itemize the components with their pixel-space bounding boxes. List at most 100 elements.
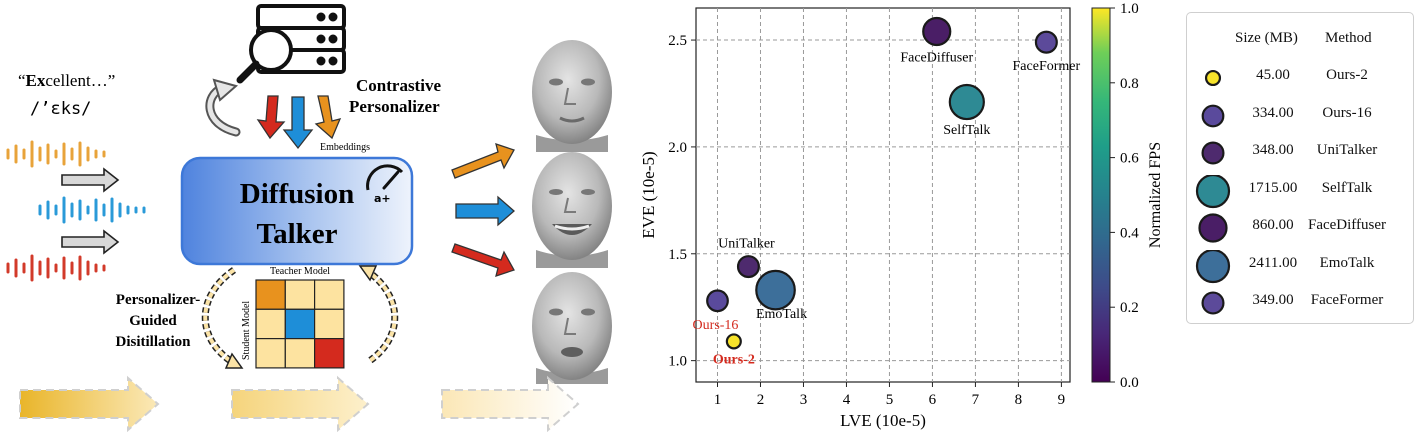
distillation-matrix: [255, 279, 345, 369]
model-title-line2: Talker: [256, 218, 337, 250]
legend-row: 348.00 UniTalker: [1187, 137, 1415, 167]
point-selftalk: [948, 83, 985, 121]
legend-method: Ours-16: [1322, 104, 1372, 121]
arrow-face-blue-icon: [455, 195, 515, 227]
arrow-face-orange-icon: [451, 143, 515, 179]
colorbar-tick-label: 0.4: [1120, 225, 1139, 241]
legend-method: FaceFormer: [1310, 292, 1384, 308]
point-ours-2: [725, 333, 742, 350]
face-neutral: [532, 40, 612, 152]
speed-badge: a+: [374, 192, 391, 205]
embeddings-label: Embeddings: [320, 142, 370, 153]
point-facediffuser: [922, 16, 952, 47]
plot-frame: [695, 7, 1071, 383]
audio-wave-blue: [38, 196, 146, 224]
legend-method: EmoTalk: [1319, 254, 1375, 271]
arrow-down-orange-icon: [314, 95, 342, 140]
legend-method: FaceDiffuser: [1307, 217, 1387, 233]
legend-size: 2411.00: [1248, 254, 1298, 271]
point-label-unitalker: UniTalker: [718, 237, 775, 252]
legend-size: 860.00: [1252, 217, 1294, 233]
x-tick-label: 5: [886, 392, 894, 408]
legend-marker: [1204, 69, 1222, 87]
point-label-ours-2: Ours-2: [713, 352, 755, 367]
point-label-facediffuser: FaceDiffuser: [900, 51, 973, 66]
legend-row: 334.00 Ours-16: [1187, 100, 1415, 130]
diagram: “Excellent…” /’ɛks/: [6, 4, 612, 432]
colorbar-tick-label: 0.8: [1120, 76, 1139, 92]
data-points: Ours-2 Ours-16 UniTalker SelfTalk FaceDiffus…: [693, 16, 1081, 367]
x-tick-label: 4: [843, 392, 851, 408]
flow-arrow-3: [441, 375, 580, 432]
distill-label-line3: Disitillation: [115, 334, 191, 350]
legend-marker-circle: [1201, 291, 1225, 315]
distill-label-line1: Personalizer-: [116, 292, 200, 308]
legend-marker: [1198, 213, 1228, 243]
face-smiling: [532, 152, 612, 268]
legend-marker-circle: [1198, 213, 1228, 243]
x-tick-label: 1: [714, 392, 722, 408]
legend-row: 45.00 Ours-2: [1187, 62, 1415, 92]
arrow-right-icon: [61, 167, 120, 193]
model-title-line1: Diffusion: [240, 178, 354, 210]
point-ours-16: [706, 289, 729, 313]
point-label-selftalk: SelfTalk: [943, 123, 990, 138]
audio-wave-red: [6, 254, 106, 282]
arrow-face-red-icon: [451, 243, 515, 277]
legend-header-method: Method: [1325, 30, 1372, 46]
face-open-mouth: [532, 272, 612, 384]
point-label-emotalk: EmoTalk: [756, 307, 807, 322]
legend-size: 1715.00: [1248, 179, 1298, 196]
colorbar-ticks: 0.0 0.2 0.4 0.6 0.8 1.0: [1110, 1, 1139, 391]
y-tick-label: 2.0: [668, 140, 687, 156]
legend-method: Ours-2: [1326, 67, 1368, 83]
speedometer-icon: a+: [366, 164, 404, 205]
legend-marker: [1201, 104, 1225, 127]
phonetic-text: /’ɛks/: [30, 99, 91, 119]
colorbar-label: Normalized FPS: [1147, 142, 1164, 248]
database-search-icon: [236, 4, 346, 84]
flow-arrow-2: [231, 375, 370, 432]
legend-row: 349.00 FaceFormer: [1187, 287, 1415, 317]
arrow-down-blue-icon: [282, 96, 314, 150]
legend-size: 45.00: [1256, 67, 1290, 83]
flow-arrow-1: [19, 375, 160, 432]
legend-marker-circle: [1201, 141, 1225, 165]
arrow-right-icon: [61, 229, 120, 255]
x-tick-label: 9: [1058, 392, 1066, 408]
legend-marker-circle: [1195, 174, 1231, 208]
teacher-model-label: Teacher Model: [270, 266, 330, 277]
legend-method: SelfTalk: [1321, 179, 1373, 196]
legend-marker-circle: [1204, 69, 1222, 87]
legend-marker: [1201, 141, 1225, 165]
student-model-label: Student Model: [241, 301, 252, 360]
legend-marker-circle: [1201, 104, 1225, 127]
y-tick-label: 2.5: [668, 33, 687, 49]
legend-marker: [1195, 249, 1231, 283]
legend-size: 349.00: [1252, 292, 1294, 308]
contrastive-label: Contrastive: [356, 76, 441, 95]
colorbar: [1091, 7, 1111, 383]
colorbar-tick-label: 0.2: [1120, 300, 1139, 316]
y-tick-label: 1.0: [668, 354, 687, 370]
point-unitalker: [736, 255, 760, 279]
audio-wave-orange: [6, 140, 106, 168]
x-tick-label: 7: [972, 392, 980, 408]
point-faceformer: [1034, 30, 1058, 54]
x-axis-label: LVE (10e-5): [840, 411, 926, 430]
quote-text: “Excellent…”: [18, 71, 115, 90]
legend-marker-circle: [1195, 249, 1231, 283]
point-label-ours-16: Ours-16: [693, 318, 739, 333]
legend-header-size: Size (MB): [1235, 30, 1298, 46]
x-tick-label: 2: [757, 392, 765, 408]
distill-label-line2: Guided: [129, 313, 177, 329]
legend-row: 860.00 FaceDiffuser: [1187, 212, 1415, 243]
x-tick-label: 3: [800, 392, 808, 408]
colorbar-tick-label: 0.0: [1120, 375, 1139, 391]
legend-method: UniTalker: [1316, 142, 1378, 158]
scatter-chart: 1 2 3 4 5 6 7 8 9 1.0 1.5 2.0 2.5 Ours-2 Ours-16 UniTa…: [639, 1, 1164, 430]
y-tick-label: 1.5: [668, 247, 687, 263]
colorbar-tick-label: 1.0: [1120, 1, 1139, 17]
colorbar-tick-label: 0.6: [1120, 151, 1139, 167]
